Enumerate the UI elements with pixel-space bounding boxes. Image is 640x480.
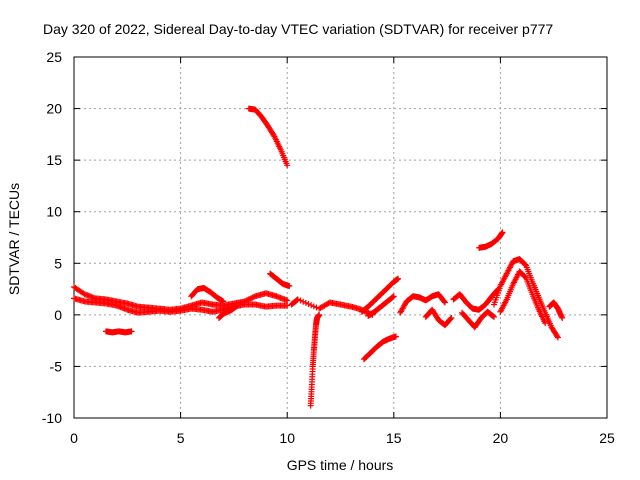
x-tick-label: 20 [493,430,509,446]
y-axis-label: SDTVAR / TECUs [6,183,22,295]
data-point [499,229,506,236]
data-point [491,313,498,320]
data-point [294,296,301,303]
plot-frame [73,56,608,419]
grid-lines [74,57,607,418]
y-tick-label: 10 [46,204,62,220]
y-tick-label: 0 [54,307,62,323]
data-point [245,296,252,303]
data-point [284,302,291,309]
x-axis-label: GPS time / hours [287,457,394,473]
data-point [441,298,448,305]
chart-title: Day 320 of 2022, Sidereal Day-to-day VTE… [43,21,553,37]
data-point [128,328,135,335]
data-point [554,333,561,340]
data-point [220,298,227,305]
data-point [286,282,293,289]
data-point [390,293,397,300]
data-point [559,314,566,321]
x-tick-label: 0 [70,430,78,446]
data-point [233,303,240,310]
y-tick-label: 20 [46,101,62,117]
data-point [392,333,399,340]
data-point [395,275,402,282]
data-point [250,293,257,300]
data-point [316,311,323,318]
data-point [447,315,454,322]
x-tick-label: 10 [279,430,295,446]
data-point [490,313,497,320]
y-tick-label: -10 [42,410,62,426]
data-point [300,298,307,305]
data-point [248,295,255,302]
data-points [71,105,566,409]
data-point [246,295,253,302]
y-tick-label: 25 [46,49,62,65]
x-tick-label: 5 [177,430,185,446]
x-tick-label: 25 [599,430,615,446]
data-point [249,294,256,301]
data-point [302,299,309,306]
data-point [310,303,317,310]
data-point [390,293,396,300]
data-point [284,162,291,169]
data-point [308,302,315,309]
x-tick-label: 15 [386,430,402,446]
y-tick-label: 5 [54,255,62,271]
data-point [305,301,312,308]
data-point [554,334,561,341]
data-point [441,299,448,306]
data-point [297,297,304,304]
axis-ticks: 0 5 10 15 20 25 -10 -5 0 5 10 15 20 25 [42,49,615,446]
data-point [448,314,455,321]
data-point [542,320,549,327]
y-tick-label: 15 [46,152,62,168]
data-point [284,297,291,304]
y-tick-label: -5 [50,358,63,374]
